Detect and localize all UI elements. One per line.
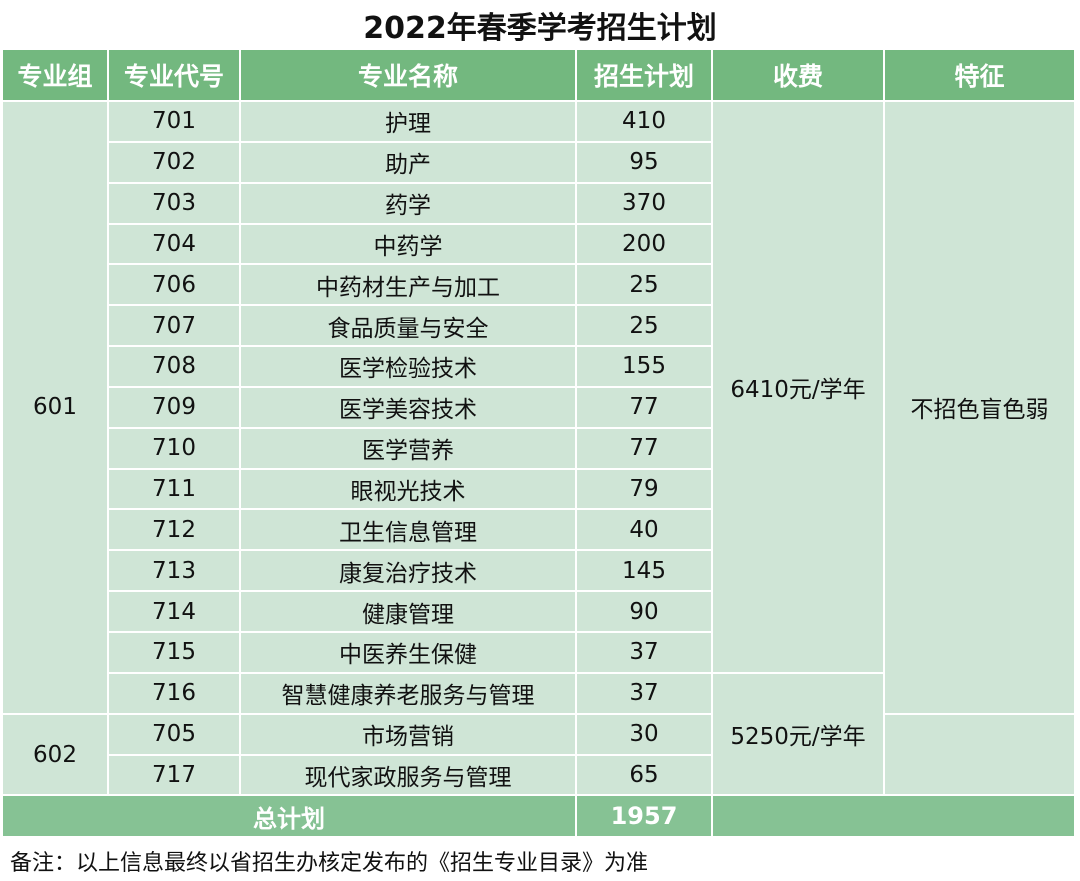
header-group: 专业组 <box>3 50 107 100</box>
table-cell-name: 健康管理 <box>241 592 575 631</box>
table-cell-code: 716 <box>109 673 239 713</box>
table-cell-name: 卫生信息管理 <box>241 510 575 550</box>
table-cell-name: 护理 <box>241 102 575 141</box>
table-cell-name: 智慧健康养老服务与管理 <box>241 673 575 713</box>
table-cell-code: 714 <box>109 592 239 631</box>
table-cell-plan: 37 <box>577 632 711 672</box>
table-cell-code: 710 <box>109 428 239 468</box>
feature-cell-empty <box>885 714 1074 795</box>
table-cell-name: 医学美容技术 <box>241 387 575 427</box>
table-cell-code: 713 <box>109 551 239 591</box>
table-cell-plan: 25 <box>577 306 711 346</box>
table-cell-code: 712 <box>109 510 239 550</box>
table-cell-plan: 370 <box>577 183 711 223</box>
table-cell-name: 中药学 <box>241 224 575 264</box>
header-fee: 收费 <box>713 50 883 100</box>
group-cell-601: 601 <box>3 102 107 713</box>
group-cell-602: 602 <box>3 714 107 795</box>
enrollment-plan-table: 专业组 专业代号 专业名称 招生计划 收费 特征 601 602 6410元/学… <box>3 50 1078 850</box>
table-cell-plan: 77 <box>577 428 711 468</box>
table-cell-name: 医学检验技术 <box>241 347 575 386</box>
table-cell-plan: 30 <box>577 714 711 754</box>
table-cell-name: 眼视光技术 <box>241 469 575 509</box>
table-cell-code: 704 <box>109 224 239 264</box>
table-cell-name: 助产 <box>241 142 575 182</box>
table-cell-code: 717 <box>109 755 239 795</box>
table-cell-code: 709 <box>109 387 239 427</box>
table-cell-name: 现代家政服务与管理 <box>241 755 575 795</box>
table-cell-name: 市场营销 <box>241 714 575 754</box>
table-cell-plan: 410 <box>577 102 711 141</box>
table-cell-plan: 200 <box>577 224 711 264</box>
table-cell-name: 食品质量与安全 <box>241 306 575 346</box>
header-plan: 招生计划 <box>577 50 711 100</box>
fee-cell-602: 5250元/学年 <box>713 673 883 795</box>
table-cell-code: 705 <box>109 714 239 754</box>
header-feature: 特征 <box>885 50 1074 100</box>
fee-cell-601: 6410元/学年 <box>713 102 883 672</box>
table-cell-name: 医学营养 <box>241 428 575 468</box>
table-cell-plan: 25 <box>577 265 711 305</box>
table-cell-code: 708 <box>109 347 239 386</box>
header-code: 专业代号 <box>109 50 239 100</box>
table-cell-plan: 155 <box>577 347 711 386</box>
total-empty <box>713 796 1074 837</box>
table-cell-code: 711 <box>109 469 239 509</box>
table-cell-plan: 95 <box>577 142 711 182</box>
header-name: 专业名称 <box>241 50 575 100</box>
table-cell-plan: 90 <box>577 592 711 631</box>
table-cell-plan: 145 <box>577 551 711 591</box>
table-cell-plan: 40 <box>577 510 711 550</box>
table-cell-name: 药学 <box>241 183 575 223</box>
table-cell-name: 康复治疗技术 <box>241 551 575 591</box>
table-cell-plan: 65 <box>577 755 711 795</box>
table-cell-code: 702 <box>109 142 239 182</box>
table-cell-code: 707 <box>109 306 239 346</box>
table-cell-code: 703 <box>109 183 239 223</box>
total-label: 总计划 <box>3 796 575 837</box>
feature-cell: 不招色盲色弱 <box>885 102 1074 713</box>
table-cell-plan: 77 <box>577 387 711 427</box>
table-cell-code: 706 <box>109 265 239 305</box>
table-cell-plan: 79 <box>577 469 711 509</box>
page-title: 2022年春季学考招生计划 <box>363 11 717 46</box>
table-cell-code: 715 <box>109 632 239 672</box>
footnote: 备注：以上信息最终以省招生办核定发布的《招生专业目录》为准 <box>10 851 649 876</box>
table-cell-name: 中药材生产与加工 <box>241 265 575 305</box>
table-cell-name: 中医养生保健 <box>241 632 575 672</box>
table-cell-code: 701 <box>109 102 239 141</box>
total-value: 1957 <box>577 796 711 837</box>
table-cell-plan: 37 <box>577 673 711 713</box>
